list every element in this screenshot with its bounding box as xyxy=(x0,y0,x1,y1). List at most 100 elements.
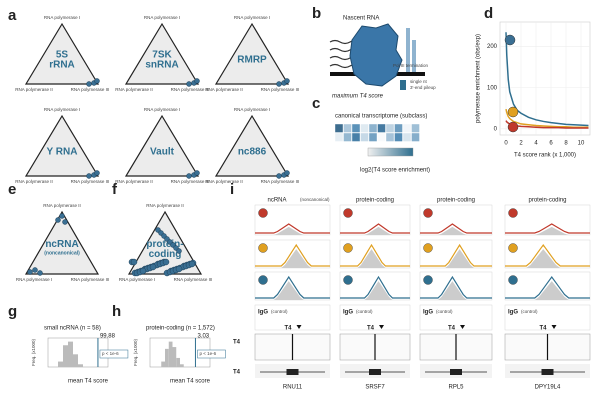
t4-row-label: T4 xyxy=(233,340,241,346)
hist-title: small ncRNA (n = 58) xyxy=(44,326,101,332)
signal-area xyxy=(255,226,330,235)
vertex-label: RNA polymerase I xyxy=(44,107,80,112)
heat-cell xyxy=(351,123,361,133)
hist-xlabel: mean T4 score xyxy=(170,379,211,385)
ternary-dot xyxy=(186,81,192,87)
signal-area xyxy=(505,281,590,300)
y-tick-label: 100 xyxy=(487,85,498,91)
vertex-label: RNA polymerase II xyxy=(205,179,243,184)
vertex-label: RNA polymerase II xyxy=(146,203,184,208)
pol3-illustration xyxy=(329,23,425,90)
signal-area xyxy=(505,226,590,235)
panel-label: h xyxy=(112,303,121,320)
panel-label: e xyxy=(8,181,16,198)
hist-ylabel: Freq. (x1000) xyxy=(133,338,138,366)
heatmap-title: canonical transcriptome (subclass) xyxy=(335,114,427,120)
signal-area xyxy=(340,226,410,235)
ternary-dot xyxy=(55,217,61,223)
vertex-label: RNA polymerase I xyxy=(119,277,155,282)
heatmap xyxy=(334,123,420,142)
termination-label: Pol III termination xyxy=(393,63,429,68)
marker-label: 3.03 xyxy=(197,334,209,340)
column-title: protein-coding xyxy=(356,198,394,204)
polymerase-icon xyxy=(423,275,433,285)
ternary-dot xyxy=(276,173,282,179)
track-frame xyxy=(419,304,493,331)
ternary-dot xyxy=(94,170,100,176)
x-tick-label: 4 xyxy=(534,141,538,147)
vertex-label: RNA polymerase II xyxy=(43,203,81,208)
polymerase-icon xyxy=(343,275,353,285)
ternary-label: snRNA xyxy=(145,60,178,71)
heat-cell xyxy=(411,132,420,142)
gene-exon xyxy=(541,369,554,375)
ternary-dot xyxy=(37,270,43,276)
igg-label: IgG xyxy=(343,310,353,316)
ternary-label: ncRNA xyxy=(45,239,78,250)
nascent-label: Nascent RNA xyxy=(343,16,379,22)
ternary-triangle xyxy=(214,22,290,85)
ternary-label: protein- xyxy=(146,239,183,250)
heat-cell xyxy=(377,123,386,133)
heat-cell xyxy=(334,123,344,133)
x-tick-label: 0 xyxy=(504,141,508,147)
signal-step xyxy=(505,275,590,299)
x-axis-label: T4 score rank (x 1,000) xyxy=(514,153,576,159)
signal-area xyxy=(255,281,330,300)
ternary-label: nc886 xyxy=(238,147,267,158)
ternary-dot xyxy=(194,170,200,176)
heat-cell xyxy=(351,132,361,142)
pileup-bar xyxy=(406,28,410,72)
column-subtitle: (noncanonical) xyxy=(300,197,330,202)
t4-arrow xyxy=(460,325,465,329)
ternary-dot xyxy=(175,265,183,273)
gene-exon xyxy=(369,369,381,375)
t4-label: T4 xyxy=(285,326,293,332)
plot-frame xyxy=(499,21,591,136)
ternary-dot xyxy=(59,213,65,219)
pileup-label: single nt xyxy=(410,79,428,84)
heat-cell xyxy=(368,132,378,142)
t4-arrow xyxy=(296,325,302,329)
polymerase-icon xyxy=(504,34,516,46)
heat-cell xyxy=(343,123,352,133)
signal-step xyxy=(340,243,410,267)
polymerase-icon xyxy=(258,275,268,285)
ternary-dot xyxy=(139,267,147,275)
vertex-label: RNA polymerase I xyxy=(144,107,180,112)
panel-label: f xyxy=(112,181,118,198)
hist-ylabel: Freq. (x1000) xyxy=(31,338,36,366)
signal-step xyxy=(340,275,410,299)
hist-bar xyxy=(78,364,83,367)
ternary-dot xyxy=(94,78,100,84)
panel-label: c xyxy=(312,95,320,112)
ternary-label: coding xyxy=(149,249,182,260)
gene-name: SRSF7 xyxy=(365,385,385,391)
vertex-label: RNA polymerase II xyxy=(115,179,153,184)
ternary-label: Vault xyxy=(150,147,175,158)
heat-cell xyxy=(377,132,386,142)
igg-label: IgG xyxy=(508,310,518,316)
polymerase-icon xyxy=(508,208,518,218)
hist-bar xyxy=(58,361,63,367)
ternary-triangle xyxy=(24,114,100,177)
igg-note: (control) xyxy=(271,309,288,314)
polymerase-icon xyxy=(508,243,518,253)
panel-label: a xyxy=(8,7,17,24)
hist-bar xyxy=(165,348,169,367)
vertex-label: RNA polymerase III xyxy=(261,179,300,184)
signal-area xyxy=(420,249,492,268)
vertex-label: RNA polymerase III xyxy=(171,87,210,92)
polymerase-icon xyxy=(423,243,433,253)
heat-cell xyxy=(343,132,352,142)
t4-row-label: T4 xyxy=(233,370,241,376)
vertex-label: RNA polymerase II xyxy=(15,87,53,92)
polymerase-icon xyxy=(343,208,353,218)
series-line xyxy=(505,108,589,128)
track-frame xyxy=(504,304,591,331)
vertex-label: RNA polymerase III xyxy=(71,179,110,184)
hist-bar xyxy=(73,354,78,367)
igg-note: (control) xyxy=(356,309,373,314)
heat-cell xyxy=(385,123,395,133)
signal-area xyxy=(505,249,590,268)
